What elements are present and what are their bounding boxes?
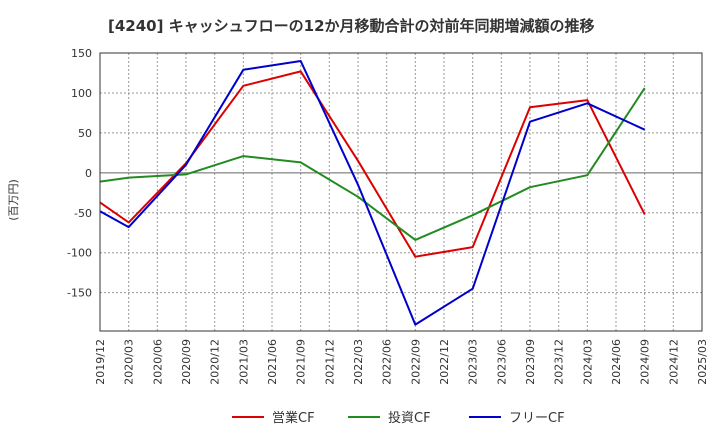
x-tick-label: 2020/03	[123, 339, 136, 385]
plot-border	[99, 52, 703, 332]
series-line-3	[99, 60, 646, 326]
y-tick-label: 0	[85, 167, 92, 180]
x-tick-label: 2020/12	[209, 339, 222, 385]
x-tick-label: 2021/06	[266, 339, 279, 385]
y-tick-label: 50	[78, 127, 92, 140]
y-tick-label: -100	[67, 247, 92, 260]
grid	[99, 52, 703, 331]
y-axis-label: (百万円)	[7, 179, 20, 221]
x-tick-label: 2023/12	[553, 339, 566, 385]
x-tick-label: 2024/03	[581, 339, 594, 385]
x-tick-label: 2022/06	[381, 339, 394, 385]
y-tick-label: 100	[71, 87, 92, 100]
x-tick-label: 2022/03	[352, 339, 365, 385]
y-tick-label: -50	[74, 207, 92, 220]
series-line-1	[99, 70, 646, 258]
y-tick-label: 150	[71, 47, 92, 60]
x-tick-label: 2023/03	[467, 339, 480, 385]
x-tick-label: 2021/03	[237, 339, 250, 385]
x-tick-label: 2022/12	[438, 339, 451, 385]
axes: 150 100 50 0 -50 -100 -150 2019/12 2020/03 2020/0…	[67, 47, 709, 385]
x-tick-label: 2024/06	[610, 339, 623, 385]
legend-label: フリーCF	[509, 411, 565, 426]
series-line-2	[99, 87, 646, 241]
x-tick-label: 2025/03	[696, 339, 709, 385]
plot-area	[100, 53, 702, 331]
x-tick-label: 2023/06	[495, 339, 508, 385]
x-tick-label: 2020/06	[151, 339, 164, 385]
legend-label: 営業CF	[272, 410, 315, 426]
x-tick-label: 2019/12	[94, 339, 107, 385]
x-tick-label: 2020/09	[180, 339, 193, 385]
legend-label: 投資CF	[388, 410, 431, 426]
x-tick-label: 2024/09	[639, 339, 652, 385]
x-tick-label: 2024/12	[667, 339, 680, 385]
x-tick-label: 2023/09	[524, 339, 537, 385]
x-tick-label: 2022/09	[409, 339, 422, 385]
legend: 営業CF 投資CF フリーCF	[232, 410, 565, 426]
x-tick-label: 2021/12	[323, 339, 336, 385]
y-tick-label: -150	[67, 287, 92, 300]
chart-title: [4240] キャッシュフローの12か月移動合計の対前年同期増減額の推移	[108, 17, 595, 35]
x-tick-label: 2021/09	[295, 339, 308, 385]
series-lines	[99, 60, 646, 326]
